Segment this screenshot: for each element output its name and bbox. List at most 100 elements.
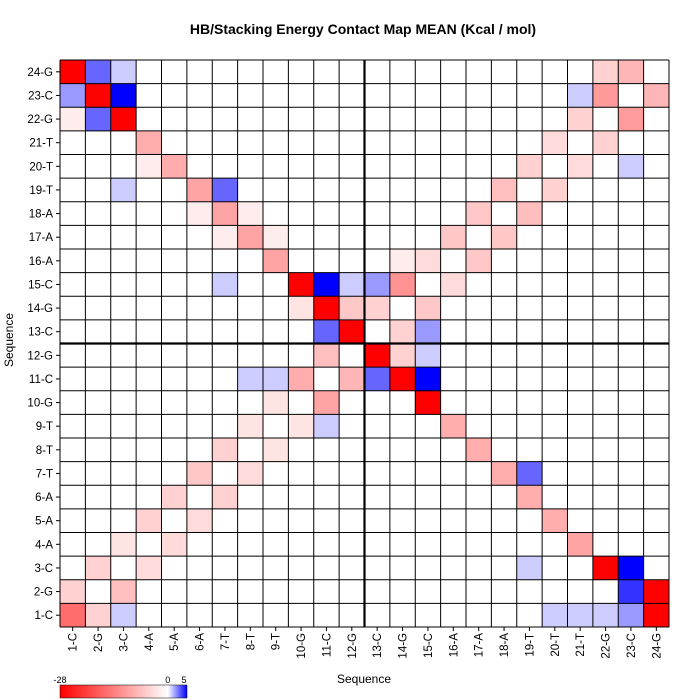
heatmap-cell-17-A-20-T: [542, 225, 568, 250]
heatmap-cell-19-T-14-G: [389, 178, 416, 203]
heatmap-cell-23-C-20-T: [542, 83, 568, 108]
heatmap-cell-1-C-15-C: [415, 603, 441, 628]
heatmap-cell-3-C-6-A: [186, 556, 213, 581]
heatmap-cell-11-C-19-T: [516, 367, 543, 392]
x-tick-label: 4-A: [144, 633, 156, 651]
heatmap-cell-12-G-18-A: [491, 343, 518, 368]
x-tick-label: 10-G: [296, 633, 308, 659]
heatmap-cell-21-T-24-G: [643, 130, 670, 155]
heatmap-cell-21-T-16-A: [440, 130, 467, 155]
y-tick-label: 19-T: [29, 185, 53, 197]
heatmap-cell-19-T-15-C: [415, 178, 441, 203]
heatmap-cell-7-T-7-T: [212, 461, 238, 486]
heatmap-cell-8-T-24-G: [643, 438, 670, 462]
heatmap-cell-24-G-8-T: [237, 60, 264, 84]
heatmap-cell-5-A-22-G: [592, 508, 619, 533]
heatmap-cell-22-G-13-C: [364, 107, 391, 132]
heatmap-cell-14-G-24-G: [643, 296, 670, 321]
heatmap-cell-24-G-12-G: [339, 60, 365, 84]
heatmap-cell-21-T-5-A: [161, 130, 188, 155]
heatmap-cell-1-C-1-C: [60, 603, 86, 628]
heatmap-cell-4-A-17-A: [466, 532, 492, 557]
heatmap-cell-4-A-5-A: [161, 532, 188, 557]
heatmap-cell-23-C-21-T: [567, 83, 594, 108]
x-tick-label: 14-G: [398, 633, 410, 659]
heatmap-cell-10-G-24-G: [643, 390, 670, 415]
heatmap-cell-6-A-11-C: [313, 485, 340, 510]
colorbar-gradient: [59, 684, 188, 699]
heatmap-cell-7-T-20-T: [542, 461, 568, 486]
heatmap-cell-13-C-8-T: [237, 319, 264, 344]
heatmap-cell-5-A-24-G: [643, 508, 670, 533]
heatmap-cell-14-G-3-C: [110, 296, 137, 321]
heatmap-cell-5-A-1-C: [60, 508, 86, 533]
heatmap-cell-5-A-5-A: [161, 508, 188, 533]
heatmap-cell-8-T-19-T: [516, 438, 543, 462]
heatmap-cell-13-C-4-A: [136, 319, 162, 344]
heatmap-cell-21-T-2-G: [85, 130, 112, 155]
heatmap-cell-20-T-3-C: [110, 154, 137, 179]
heatmap-cell-8-T-5-A: [161, 438, 188, 462]
heatmap-cell-10-G-16-A: [440, 390, 467, 415]
heatmap-cell-10-G-14-G: [389, 390, 416, 415]
heatmap-cell-3-C-3-C: [110, 556, 137, 581]
heatmap-cell-3-C-5-A: [161, 556, 188, 581]
y-tick-label: 11-C: [29, 374, 53, 386]
heatmap-cell-20-T-23-C: [618, 154, 644, 179]
heatmap-cell-18-A-6-A: [186, 201, 213, 226]
colorbar-mid-label: 0: [165, 675, 170, 685]
heatmap-cell-13-C-7-T: [212, 319, 238, 344]
heatmap-cell-7-T-4-A: [136, 461, 162, 486]
x-tick-label: 16-A: [448, 633, 460, 658]
heatmap-cell-14-G-7-T: [212, 296, 238, 321]
heatmap-cell-24-G-7-T: [212, 60, 238, 84]
heatmap-cell-1-C-13-C: [364, 603, 391, 628]
heatmap-cell-9-T-17-A: [466, 414, 492, 439]
heatmap-cell-18-A-20-T: [542, 201, 568, 226]
heatmap-cell-16-A-11-C: [313, 249, 340, 273]
heatmap-cell-2-G-2-G: [85, 579, 112, 604]
y-tick-label: 20-T: [29, 161, 53, 173]
heatmap-cell-14-G-23-C: [618, 296, 644, 321]
heatmap-cell-22-G-15-C: [415, 107, 441, 132]
heatmap-cell-18-A-2-G: [85, 201, 112, 226]
heatmap-cell-16-A-6-A: [186, 249, 213, 273]
heatmap-cell-3-C-24-G: [643, 556, 670, 581]
heatmap-cell-5-A-15-C: [415, 508, 441, 533]
heatmap-cell-4-A-21-T: [567, 532, 594, 557]
heatmap-cell-23-C-19-T: [516, 83, 543, 108]
heatmap-cell-23-C-22-G: [592, 83, 619, 108]
heatmap-cell-9-T-24-G: [643, 414, 670, 439]
heatmap-cell-1-C-7-T: [212, 603, 238, 628]
chart-title: HB/Stacking Energy Contact Map MEAN (Kca…: [190, 21, 536, 37]
heatmap-cell-7-T-22-G: [592, 461, 619, 486]
heatmap-cell-24-G-6-A: [186, 60, 213, 84]
heatmap-cell-18-A-17-A: [466, 201, 492, 226]
heatmap-cell-4-A-18-A: [491, 532, 518, 557]
heatmap-cell-6-A-14-G: [389, 485, 416, 510]
heatmap-cell-4-A-3-C: [110, 532, 137, 557]
heatmap-cell-9-T-19-T: [516, 414, 543, 439]
heatmap-cell-14-G-6-A: [186, 296, 213, 321]
heatmap-cell-20-T-11-C: [313, 154, 340, 179]
heatmap-cell-2-G-3-C: [110, 579, 137, 604]
heatmap-cell-10-G-20-T: [542, 390, 568, 415]
heatmap-cell-22-G-5-A: [161, 107, 188, 132]
heatmap-cell-5-A-3-C: [110, 508, 137, 533]
x-tick-label: 7-T: [220, 633, 232, 650]
heatmap-cell-3-C-2-G: [85, 556, 112, 581]
heatmap-cell-2-G-17-A: [466, 579, 492, 604]
heatmap-cell-15-C-7-T: [212, 272, 238, 297]
heatmap-cell-11-C-16-A: [440, 367, 467, 392]
y-tick-label: 10-G: [27, 398, 53, 410]
heatmap-cell-19-T-12-G: [339, 178, 365, 203]
heatmap-cell-2-G-6-A: [186, 579, 213, 604]
heatmap-cell-2-G-16-A: [440, 579, 467, 604]
heatmap-cell-8-T-17-A: [466, 438, 492, 462]
heatmap-cell-3-C-20-T: [542, 556, 568, 581]
heatmap-cell-19-T-2-G: [85, 178, 112, 203]
heatmap-cell-9-T-6-A: [186, 414, 213, 439]
heatmap-cell-5-A-16-A: [440, 508, 467, 533]
heatmap-cell-17-A-15-C: [415, 225, 441, 250]
heatmap-cell-4-A-15-C: [415, 532, 441, 557]
